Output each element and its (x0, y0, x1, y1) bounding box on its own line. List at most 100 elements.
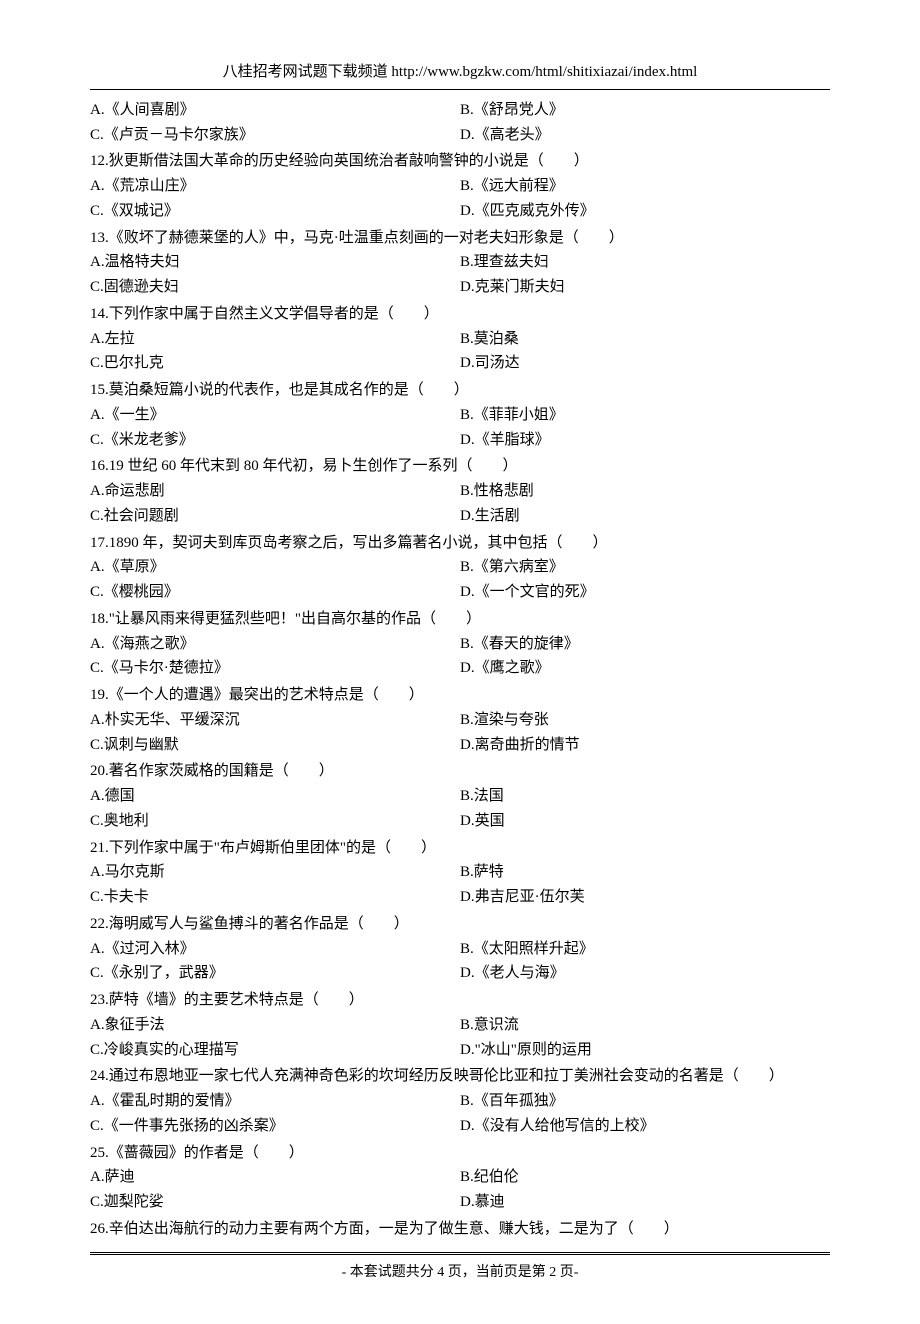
question-stem: 21.下列作家中属于"布卢姆斯伯里团体"的是（ ） (90, 836, 830, 861)
option-row: A.《人间喜剧》B.《舒昂党人》 (90, 98, 830, 123)
question-stem: 24.通过布恩地亚一家七代人充满神奇色彩的坎坷经历反映哥伦比亚和拉丁美洲社会变动… (90, 1064, 830, 1089)
option-d: D.《老人与海》 (460, 961, 830, 986)
option-c: C.《双城记》 (90, 199, 460, 224)
option-row: C.社会问题剧D.生活剧 (90, 504, 830, 529)
question-stem: 22.海明威写人与鲨鱼搏斗的著名作品是（ ） (90, 912, 830, 937)
option-row: C.卡夫卡D.弗吉尼亚·伍尔芙 (90, 885, 830, 910)
option-row: C.奥地利D.英国 (90, 809, 830, 834)
option-d: D.《匹克威克外传》 (460, 199, 830, 224)
option-c: C.《一件事先张扬的凶杀案》 (90, 1114, 460, 1139)
option-c: C.讽刺与幽默 (90, 733, 460, 758)
option-c: C.《樱桃园》 (90, 580, 460, 605)
option-row: C.《米龙老爹》D.《羊脂球》 (90, 428, 830, 453)
option-b: B.纪伯伦 (460, 1165, 830, 1190)
option-b: B.意识流 (460, 1013, 830, 1038)
option-d: D.生活剧 (460, 504, 830, 529)
header-text: 八桂招考网试题下载频道 http://www.bgzkw.com/html/sh… (223, 64, 698, 80)
option-b: B.《舒昂党人》 (460, 98, 830, 123)
option-c: C.奥地利 (90, 809, 460, 834)
questions-container: A.《人间喜剧》B.《舒昂党人》C.《卢贡－马卡尔家族》D.《高老头》12.狄更… (90, 98, 830, 1242)
option-row: C.《一件事先张扬的凶杀案》D.《没有人给他写信的上校》 (90, 1114, 830, 1139)
question-stem: 23.萨特《墙》的主要艺术特点是（ ） (90, 988, 830, 1013)
option-d: D.《羊脂球》 (460, 428, 830, 453)
option-a: A.德国 (90, 784, 460, 809)
question-stem: 17.1890 年，契诃夫到库页岛考察之后，写出多篇著名小说，其中包括（ ） (90, 531, 830, 556)
option-d: D.《一个文官的死》 (460, 580, 830, 605)
option-b: B.《太阳照样升起》 (460, 937, 830, 962)
header-rule (90, 89, 830, 90)
option-d: D.《鹰之歌》 (460, 656, 830, 681)
question-stem: 16.19 世纪 60 年代末到 80 年代初，易卜生创作了一系列（ ） (90, 454, 830, 479)
option-row: A.《一生》B.《菲菲小姐》 (90, 403, 830, 428)
option-c: C.巴尔扎克 (90, 351, 460, 376)
option-a: A.《一生》 (90, 403, 460, 428)
option-row: A.《草原》B.《第六病室》 (90, 555, 830, 580)
option-row: A.萨迪B.纪伯伦 (90, 1165, 830, 1190)
option-a: A.温格特夫妇 (90, 250, 460, 275)
option-a: A.马尔克斯 (90, 860, 460, 885)
question-stem: 12.狄更斯借法国大革命的历史经验向英国统治者敲响警钟的小说是（ ） (90, 149, 830, 174)
option-b: B.莫泊桑 (460, 327, 830, 352)
question-stem: 18."让暴风雨来得更猛烈些吧！"出自高尔基的作品（ ） (90, 607, 830, 632)
option-row: C.迦梨陀娑D.慕迪 (90, 1190, 830, 1215)
option-c: C.《永别了，武器》 (90, 961, 460, 986)
option-b: B.渲染与夸张 (460, 708, 830, 733)
option-a: A.《海燕之歌》 (90, 632, 460, 657)
option-d: D.克莱门斯夫妇 (460, 275, 830, 300)
option-d: D.慕迪 (460, 1190, 830, 1215)
option-c: C.《马卡尔·楚德拉》 (90, 656, 460, 681)
option-row: C.讽刺与幽默D.离奇曲折的情节 (90, 733, 830, 758)
option-b: B.《菲菲小姐》 (460, 403, 830, 428)
option-a: A.命运悲剧 (90, 479, 460, 504)
option-a: A.《荒凉山庄》 (90, 174, 460, 199)
option-row: C.《樱桃园》D.《一个文官的死》 (90, 580, 830, 605)
option-c: C.《米龙老爹》 (90, 428, 460, 453)
option-c: C.社会问题剧 (90, 504, 460, 529)
option-b: B.法国 (460, 784, 830, 809)
option-a: A.象征手法 (90, 1013, 460, 1038)
option-row: C.《双城记》D.《匹克威克外传》 (90, 199, 830, 224)
option-b: B.《第六病室》 (460, 555, 830, 580)
option-c: C.迦梨陀娑 (90, 1190, 460, 1215)
question-stem: 25.《蔷薇园》的作者是（ ） (90, 1141, 830, 1166)
option-d: D.《高老头》 (460, 123, 830, 148)
option-row: A.象征手法B.意识流 (90, 1013, 830, 1038)
option-c: C.固德逊夫妇 (90, 275, 460, 300)
option-row: C.《永别了，武器》D.《老人与海》 (90, 961, 830, 986)
option-row: C.固德逊夫妇D.克莱门斯夫妇 (90, 275, 830, 300)
option-d: D.《没有人给他写信的上校》 (460, 1114, 830, 1139)
option-row: C.《马卡尔·楚德拉》D.《鹰之歌》 (90, 656, 830, 681)
option-b: B.《远大前程》 (460, 174, 830, 199)
option-row: A.《过河入林》B.《太阳照样升起》 (90, 937, 830, 962)
option-row: A.左拉B.莫泊桑 (90, 327, 830, 352)
footer-text: - 本套试题共分 4 页，当前页是第 2 页- (342, 1265, 579, 1280)
option-d: D.司汤达 (460, 351, 830, 376)
question-stem: 14.下列作家中属于自然主义文学倡导者的是（ ） (90, 302, 830, 327)
page-header: 八桂招考网试题下载频道 http://www.bgzkw.com/html/sh… (90, 60, 830, 85)
option-c: C.《卢贡－马卡尔家族》 (90, 123, 460, 148)
option-row: A.德国B.法国 (90, 784, 830, 809)
option-b: B.《百年孤独》 (460, 1089, 830, 1114)
option-a: A.左拉 (90, 327, 460, 352)
option-b: B.理查兹夫妇 (460, 250, 830, 275)
option-b: B.萨特 (460, 860, 830, 885)
option-a: A.《过河入林》 (90, 937, 460, 962)
question-stem: 26.辛伯达出海航行的动力主要有两个方面，一是为了做生意、赚大钱，二是为了（ ） (90, 1217, 830, 1242)
page-footer: - 本套试题共分 4 页，当前页是第 2 页- (90, 1261, 830, 1284)
option-c: C.卡夫卡 (90, 885, 460, 910)
question-stem: 15.莫泊桑短篇小说的代表作，也是其成名作的是（ ） (90, 378, 830, 403)
footer-rule (90, 1252, 830, 1255)
option-row: A.温格特夫妇B.理查兹夫妇 (90, 250, 830, 275)
option-row: A.马尔克斯B.萨特 (90, 860, 830, 885)
option-a: A.《霍乱时期的爱情》 (90, 1089, 460, 1114)
option-b: B.《春天的旋律》 (460, 632, 830, 657)
option-row: A.《海燕之歌》B.《春天的旋律》 (90, 632, 830, 657)
option-row: C.冷峻真实的心理描写D."冰山"原则的运用 (90, 1038, 830, 1063)
option-row: C.巴尔扎克D.司汤达 (90, 351, 830, 376)
question-stem: 13.《败坏了赫德莱堡的人》中，马克·吐温重点刻画的一对老夫妇形象是（ ） (90, 226, 830, 251)
option-row: A.朴实无华、平缓深沉B.渲染与夸张 (90, 708, 830, 733)
option-d: D.弗吉尼亚·伍尔芙 (460, 885, 830, 910)
option-a: A.《草原》 (90, 555, 460, 580)
option-c: C.冷峻真实的心理描写 (90, 1038, 460, 1063)
option-d: D.离奇曲折的情节 (460, 733, 830, 758)
